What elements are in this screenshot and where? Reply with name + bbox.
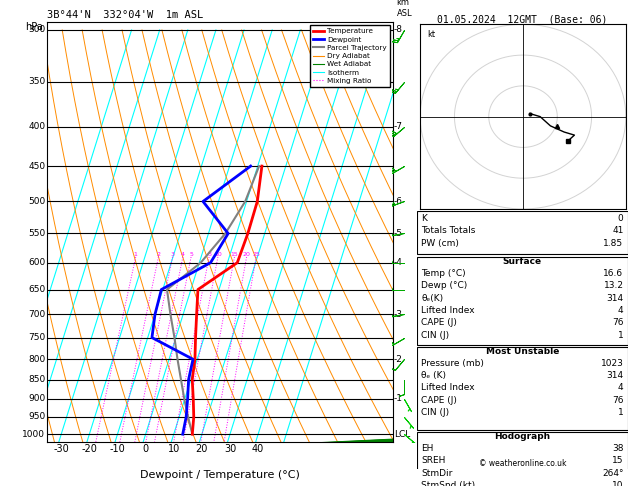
Text: Dewpoint / Temperature (°C): Dewpoint / Temperature (°C) <box>140 469 300 480</box>
Text: 16.6: 16.6 <box>603 269 623 278</box>
Text: Most Unstable: Most Unstable <box>486 347 559 356</box>
Bar <box>417 347 628 430</box>
Text: -5: -5 <box>394 229 403 238</box>
Text: 550: 550 <box>28 229 45 238</box>
Text: 850: 850 <box>28 375 45 384</box>
Text: 15: 15 <box>612 456 623 465</box>
Text: kt: kt <box>427 30 435 38</box>
Text: StmSpd (kt): StmSpd (kt) <box>421 481 476 486</box>
Text: 950: 950 <box>28 413 45 421</box>
Text: 38: 38 <box>612 444 623 453</box>
Text: 41: 41 <box>612 226 623 235</box>
Text: -6: -6 <box>394 197 403 206</box>
Text: CIN (J): CIN (J) <box>421 408 449 417</box>
Text: -1: -1 <box>394 394 403 403</box>
Text: 300: 300 <box>28 25 45 35</box>
Text: -2: -2 <box>394 355 403 364</box>
Text: hPa: hPa <box>25 22 43 32</box>
Text: 1: 1 <box>618 408 623 417</box>
Text: θₑ(K): θₑ(K) <box>421 294 443 303</box>
Text: km
ASL: km ASL <box>397 0 412 17</box>
Text: 314: 314 <box>606 371 623 380</box>
Text: -10: -10 <box>109 444 125 454</box>
Legend: Temperature, Dewpoint, Parcel Trajectory, Dry Adiabat, Wet Adiabat, Isotherm, Mi: Temperature, Dewpoint, Parcel Trajectory… <box>310 25 389 87</box>
Text: SREH: SREH <box>421 456 445 465</box>
Text: 400: 400 <box>28 122 45 131</box>
Text: 01.05.2024  12GMT  (Base: 06): 01.05.2024 12GMT (Base: 06) <box>437 15 608 24</box>
Text: -7: -7 <box>394 122 403 131</box>
Text: 0: 0 <box>618 214 623 223</box>
Text: 76: 76 <box>612 396 623 404</box>
Text: 4: 4 <box>618 383 623 392</box>
Text: -3: -3 <box>394 310 403 319</box>
Text: EH: EH <box>421 444 433 453</box>
Text: Pressure (mb): Pressure (mb) <box>421 359 484 368</box>
Text: 8: 8 <box>207 252 211 257</box>
Text: 700: 700 <box>28 310 45 319</box>
Text: 3B°44'N  332°04'W  1m ASL: 3B°44'N 332°04'W 1m ASL <box>47 10 203 20</box>
Text: 3: 3 <box>170 252 174 257</box>
Text: CAPE (J): CAPE (J) <box>421 318 457 327</box>
Text: Lifted Index: Lifted Index <box>421 383 475 392</box>
Text: 600: 600 <box>28 258 45 267</box>
Text: 40: 40 <box>252 444 264 454</box>
Text: 30: 30 <box>224 444 236 454</box>
Text: © weatheronline.co.uk: © weatheronline.co.uk <box>479 459 566 468</box>
Text: 20: 20 <box>196 444 208 454</box>
Text: 1.85: 1.85 <box>603 239 623 247</box>
Text: -30: -30 <box>53 444 69 454</box>
Text: Temp (°C): Temp (°C) <box>421 269 466 278</box>
Text: 0: 0 <box>143 444 148 454</box>
Text: 10: 10 <box>612 481 623 486</box>
Text: Hodograph: Hodograph <box>494 432 550 441</box>
Text: K: K <box>421 214 427 223</box>
Text: 20: 20 <box>243 252 250 257</box>
Text: 13.2: 13.2 <box>604 281 623 291</box>
Text: 800: 800 <box>28 355 45 364</box>
Bar <box>417 211 628 254</box>
Text: Surface: Surface <box>503 257 542 266</box>
Text: 10: 10 <box>167 444 180 454</box>
Text: Totals Totals: Totals Totals <box>421 226 476 235</box>
Text: 15: 15 <box>231 252 238 257</box>
Text: -8: -8 <box>394 25 403 35</box>
Text: 76: 76 <box>612 318 623 327</box>
Text: 900: 900 <box>28 394 45 403</box>
Text: 650: 650 <box>28 285 45 294</box>
Bar <box>417 257 628 345</box>
Bar <box>417 432 628 486</box>
Text: 314: 314 <box>606 294 623 303</box>
Text: 450: 450 <box>28 161 45 171</box>
Text: Dewp (°C): Dewp (°C) <box>421 281 467 291</box>
Text: 1000: 1000 <box>23 430 45 439</box>
Text: 5: 5 <box>189 252 193 257</box>
Text: StmDir: StmDir <box>421 469 453 478</box>
Text: LCL: LCL <box>394 430 410 439</box>
Text: θₑ (K): θₑ (K) <box>421 371 446 380</box>
Text: 750: 750 <box>28 333 45 342</box>
Text: 1023: 1023 <box>601 359 623 368</box>
Text: 10: 10 <box>214 252 222 257</box>
Text: Lifted Index: Lifted Index <box>421 306 475 315</box>
Text: 4: 4 <box>181 252 185 257</box>
Text: -4: -4 <box>394 258 403 267</box>
Text: 2: 2 <box>157 252 160 257</box>
Text: 500: 500 <box>28 197 45 206</box>
Text: CIN (J): CIN (J) <box>421 330 449 340</box>
Text: 1: 1 <box>134 252 138 257</box>
Text: 350: 350 <box>28 77 45 86</box>
Text: PW (cm): PW (cm) <box>421 239 459 247</box>
Text: CAPE (J): CAPE (J) <box>421 396 457 404</box>
Text: 4: 4 <box>618 306 623 315</box>
Text: 264°: 264° <box>602 469 623 478</box>
Text: -20: -20 <box>81 444 97 454</box>
Text: 1: 1 <box>618 330 623 340</box>
Text: 25: 25 <box>252 252 260 257</box>
